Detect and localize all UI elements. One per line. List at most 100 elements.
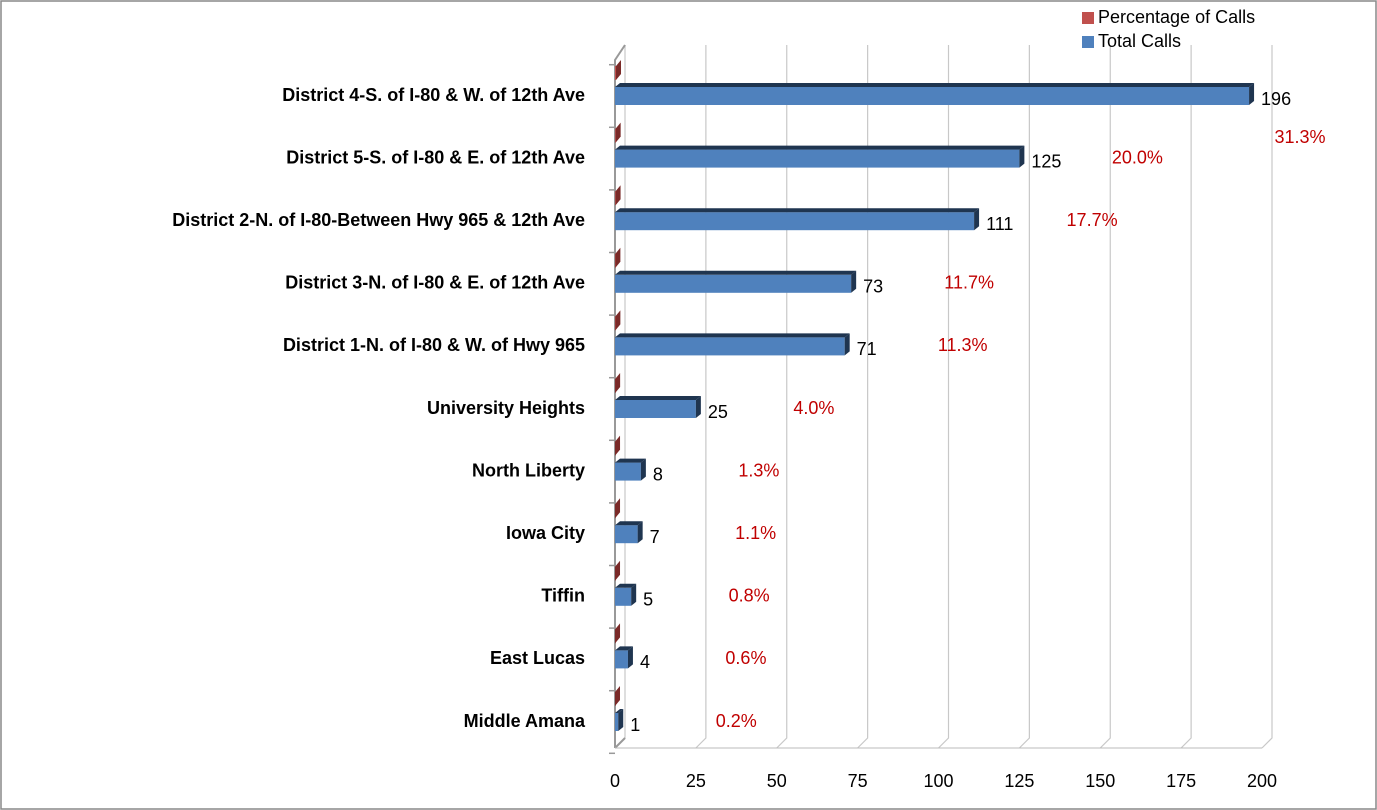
- y-tick-label: District 1-N. of I-80 & W. of Hwy 965: [283, 335, 585, 355]
- data-label: 73: [863, 277, 883, 297]
- bar: [615, 525, 638, 544]
- bar-top: [615, 583, 637, 588]
- bar-end: [615, 623, 621, 644]
- data-label: 0.8%: [729, 586, 770, 606]
- x-tick-label: 75: [848, 771, 868, 791]
- data-label: 25: [708, 402, 728, 422]
- bar-top: [615, 458, 646, 463]
- data-label: 125: [1031, 151, 1061, 171]
- data-label: 8: [653, 464, 663, 484]
- x-tick-label: 175: [1166, 771, 1196, 791]
- bar-end: [615, 435, 621, 456]
- x-tick-label: 125: [1004, 771, 1034, 791]
- x-tick-label: 150: [1085, 771, 1115, 791]
- data-label: 5: [643, 590, 653, 610]
- legend-swatch: [1082, 12, 1094, 24]
- y-tick-label: Iowa City: [506, 523, 585, 543]
- grid-line: [1180, 45, 1192, 749]
- bar-end: [695, 396, 701, 418]
- bar-end: [615, 122, 621, 143]
- bar-end: [637, 521, 643, 544]
- y-tick-label: University Heights: [427, 398, 585, 418]
- bar-top: [615, 521, 643, 526]
- data-label: 7: [650, 527, 660, 547]
- bar-top: [615, 83, 1255, 87]
- data-label: 1.1%: [735, 523, 776, 543]
- bar-top: [615, 646, 633, 651]
- bar-end: [631, 583, 637, 606]
- grid-line: [1261, 45, 1273, 749]
- data-label: 71: [857, 339, 877, 359]
- grid-line: [857, 45, 869, 749]
- bar-end: [627, 646, 633, 669]
- bar: [615, 587, 632, 606]
- bar-top: [615, 270, 857, 275]
- bar-end: [615, 498, 621, 519]
- y-tick-label: East Lucas: [490, 648, 585, 668]
- bar-top: [615, 208, 980, 213]
- data-label: 196: [1261, 89, 1291, 109]
- data-label: 17.7%: [1067, 210, 1118, 230]
- bar: [615, 462, 641, 481]
- y-tick-label: District 4-S. of I-80 & W. of 12th Ave: [282, 85, 585, 105]
- bar-end: [618, 709, 624, 731]
- bar: [615, 400, 696, 418]
- data-label: 11.7%: [944, 273, 994, 293]
- x-tick-label: 25: [686, 771, 706, 791]
- x-tick-label: 200: [1247, 771, 1277, 791]
- data-label: 0.6%: [725, 648, 766, 668]
- bar: [615, 650, 628, 669]
- bar-end: [615, 686, 621, 706]
- bar: [615, 253, 616, 268]
- data-label: 11.3%: [938, 335, 988, 355]
- bar-end: [615, 185, 621, 206]
- bar-end: [851, 270, 857, 293]
- data-label: 0.2%: [716, 711, 757, 731]
- data-label: 20.0%: [1112, 147, 1163, 167]
- y-tick-label: District 3-N. of I-80 & E. of 12th Ave: [285, 273, 585, 293]
- bar-end: [615, 373, 621, 393]
- y-tick-label: Tiffin: [541, 586, 585, 606]
- y-tick-label: Middle Amana: [464, 711, 586, 731]
- bar-end: [615, 310, 621, 331]
- data-label: 4.0%: [793, 398, 834, 418]
- data-label: 31.3%: [1274, 127, 1325, 147]
- bar-end: [844, 333, 850, 356]
- x-tick-label: 100: [923, 771, 953, 791]
- data-label: 1: [630, 715, 640, 735]
- bar-end: [1249, 83, 1255, 105]
- bar: [615, 87, 1250, 105]
- data-label: 1.3%: [738, 460, 779, 480]
- y-tick-label: District 2-N. of I-80-Between Hwy 965 & …: [172, 210, 585, 230]
- bar: [615, 212, 975, 231]
- data-label: 4: [640, 652, 650, 672]
- grid-line: [1018, 45, 1030, 749]
- bar-top: [615, 145, 1025, 150]
- legend-swatch: [1082, 36, 1094, 48]
- x-tick-label: 0: [610, 771, 620, 791]
- bar-top: [615, 333, 850, 338]
- bar: [615, 316, 616, 331]
- y-tick-label: District 5-S. of I-80 & E. of 12th Ave: [286, 147, 585, 167]
- y-tick-label: North Liberty: [472, 460, 585, 480]
- legend-label: Percentage of Calls: [1098, 7, 1255, 27]
- legend-label: Total Calls: [1098, 31, 1181, 51]
- bar-end: [974, 208, 980, 231]
- data-label: 111: [986, 214, 1013, 234]
- grid-line: [938, 45, 950, 749]
- bar: [615, 66, 617, 80]
- bar: [615, 149, 1020, 168]
- bar-end: [615, 560, 621, 581]
- bar-top: [615, 709, 624, 713]
- bar: [615, 274, 852, 293]
- y-axis: [614, 44, 626, 749]
- bar-top: [615, 396, 701, 400]
- grid-line: [1099, 45, 1111, 749]
- x-tick-label: 50: [767, 771, 787, 791]
- bar-end: [1019, 145, 1025, 168]
- bar-end: [616, 60, 622, 80]
- bar: [615, 191, 616, 206]
- bar: [615, 337, 845, 356]
- bar-end: [615, 247, 621, 268]
